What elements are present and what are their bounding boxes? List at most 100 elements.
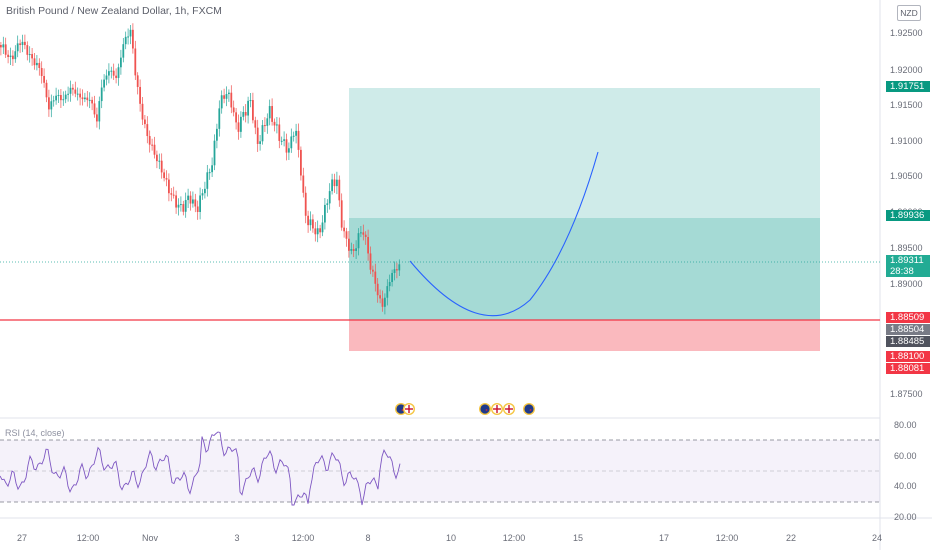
candle-body: [74, 89, 77, 94]
candle-body: [388, 282, 391, 287]
currency-button[interactable]: NZD: [897, 5, 921, 21]
candle-body: [348, 238, 350, 251]
candle-body: [4, 44, 7, 55]
target-zone-inner: [349, 218, 820, 320]
candle-body: [340, 200, 343, 228]
candle-body: [36, 62, 38, 66]
candle-body: [33, 58, 36, 66]
candle-body: [225, 94, 228, 99]
symbol-title[interactable]: British Pound / New Zealand Dollar, 1h, …: [6, 5, 222, 17]
gbp-flag-icon[interactable]: [491, 403, 503, 415]
candle-body: [304, 192, 307, 216]
candle-body: [84, 97, 86, 100]
price-tick-label: 1.91500: [890, 100, 923, 110]
candle-body: [374, 271, 377, 284]
candle-body: [213, 140, 216, 166]
candle-body: [91, 99, 93, 104]
candle-body: [300, 149, 302, 176]
candle-body: [79, 93, 81, 98]
candle-body: [196, 206, 199, 212]
candle-body: [206, 172, 209, 189]
candle-body: [163, 172, 165, 179]
candle-body: [122, 44, 125, 58]
candle-body: [9, 55, 12, 57]
candle-body: [98, 101, 101, 122]
nzd-flag-icon[interactable]: [523, 403, 535, 415]
candle-body: [223, 95, 225, 99]
time-axis[interactable]: 27 12:00 Nov 3 12:00 8 10 12:00 15 17 12:00 22 24: [17, 533, 882, 543]
candle-body: [144, 119, 146, 125]
candle-body: [117, 67, 120, 78]
rsi-axis[interactable]: 80.00 60.00 40.00 20.00: [894, 420, 917, 522]
candle-body: [165, 178, 168, 180]
rsi-line: [0, 431, 401, 506]
candle-body: [103, 79, 105, 88]
candle-body: [343, 227, 345, 232]
candle-body: [28, 54, 31, 56]
candle-body: [312, 219, 314, 229]
candle-body: [297, 130, 300, 150]
gbp-flag-icon[interactable]: [503, 403, 515, 415]
candle-body: [93, 103, 96, 115]
candle-body: [67, 93, 69, 95]
candle-body: [19, 43, 21, 45]
time-tick-label: 3: [234, 533, 239, 543]
candle-body: [115, 75, 117, 78]
economic-events[interactable]: [395, 403, 535, 415]
price-tag: 1.89936: [886, 210, 930, 221]
candle-body: [328, 191, 331, 204]
candle-body: [48, 97, 50, 110]
rsi-tick-label: 20.00: [894, 512, 917, 522]
candle-body: [132, 29, 134, 49]
price-tick-label: 1.92000: [890, 65, 923, 75]
price-tag: 1.88100: [886, 351, 930, 362]
candle-body: [376, 283, 379, 296]
candle-body: [110, 70, 113, 72]
candle-body: [201, 193, 204, 196]
candle-body: [187, 195, 189, 201]
candle-body: [86, 97, 89, 101]
price-tag: 1.88504: [886, 324, 930, 335]
candle-body: [170, 193, 173, 195]
candle-body: [268, 106, 271, 119]
candle-body: [314, 228, 317, 235]
candle-body: [108, 71, 110, 76]
candle-body: [139, 86, 141, 104]
candle-body: [256, 127, 259, 144]
nzd-flag-icon[interactable]: [479, 403, 491, 415]
time-tick-label: 17: [659, 533, 669, 543]
price-tick-label: 1.92500: [890, 28, 923, 38]
candle-body: [105, 75, 108, 80]
price-tag: 1.88485: [886, 336, 930, 347]
candle-body: [302, 175, 305, 193]
candle-body: [398, 264, 401, 271]
price-tick-label: 1.90500: [890, 171, 923, 181]
candle-body: [391, 272, 393, 283]
rsi-legend[interactable]: RSI (14, close): [5, 428, 65, 438]
gbp-flag-icon[interactable]: [403, 403, 415, 415]
candle-body: [127, 36, 129, 38]
projection-curve[interactable]: [409, 151, 599, 317]
candle-body: [237, 122, 240, 132]
target-zone[interactable]: [349, 88, 820, 320]
candle-body: [220, 95, 223, 109]
time-tick-label: 15: [573, 533, 583, 543]
candle-body: [396, 269, 398, 271]
rsi-tick-label: 40.00: [894, 481, 917, 491]
candle-body: [228, 92, 230, 95]
candle-body: [43, 76, 45, 83]
candle-body: [134, 48, 137, 76]
candle-body: [26, 45, 29, 55]
candle-body: [120, 57, 122, 68]
candle-body: [148, 136, 151, 145]
candle-body: [192, 199, 194, 204]
candle-body: [38, 62, 41, 68]
candle-body: [264, 125, 266, 127]
time-tick-label: 12:00: [292, 533, 315, 543]
candle-body: [249, 100, 252, 102]
candle-body: [129, 29, 132, 37]
candle-body: [316, 228, 319, 235]
candle-body: [151, 144, 153, 146]
stop-loss-zone[interactable]: [349, 320, 820, 351]
